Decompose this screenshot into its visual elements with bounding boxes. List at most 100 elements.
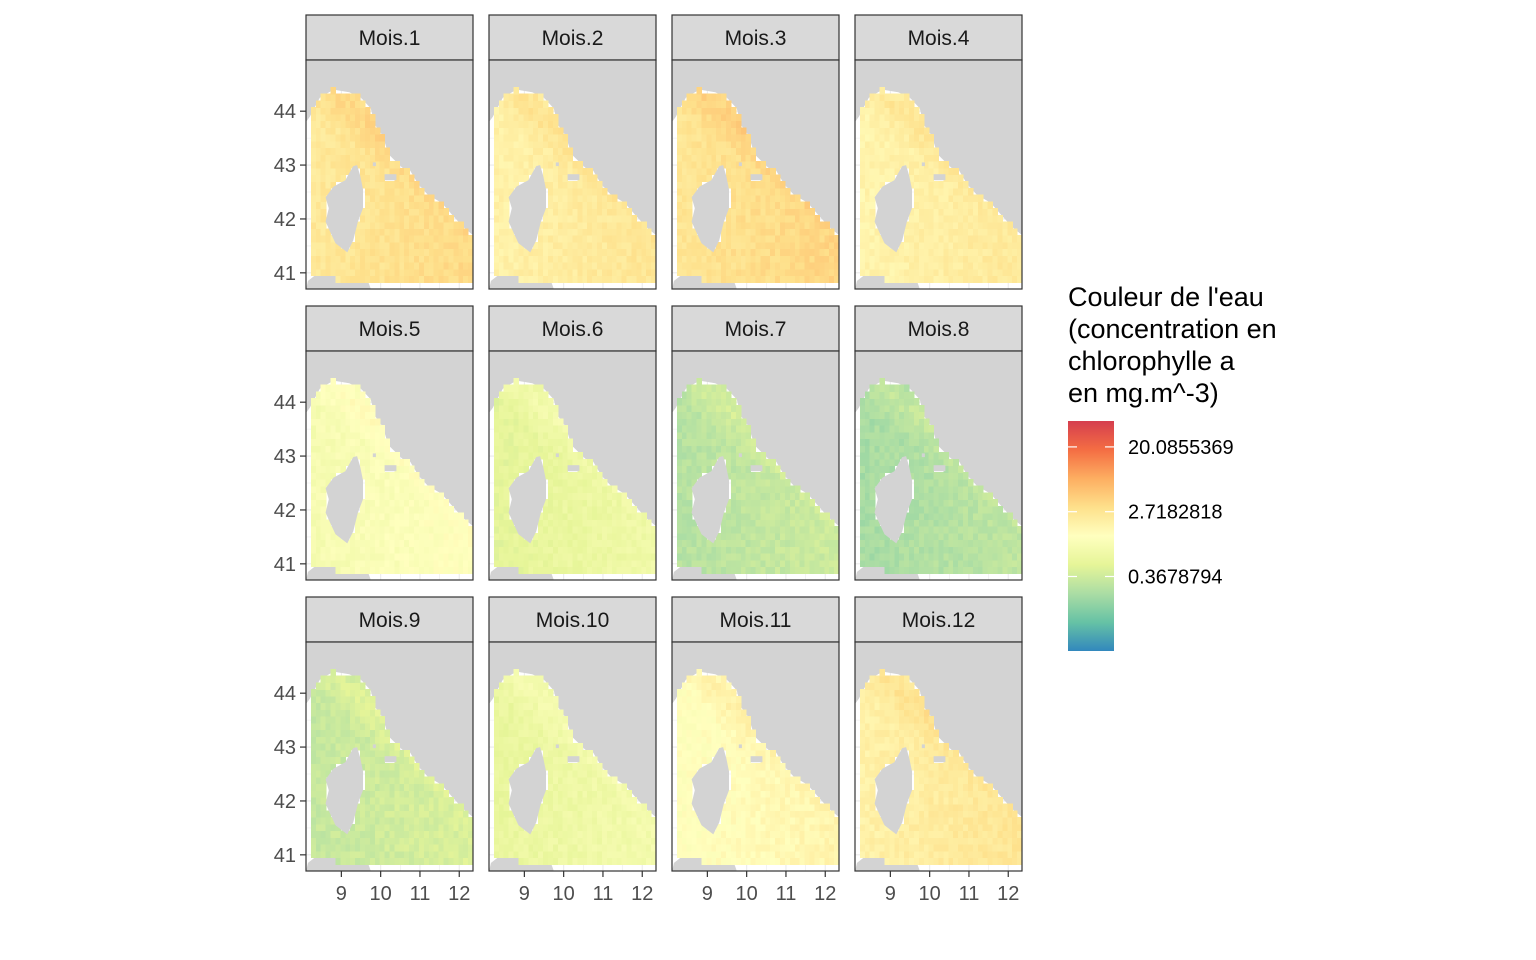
mainland-shape [855,642,1022,818]
panel-border [671,59,840,290]
facet-strip-label: Mois.7 [725,318,787,341]
corsica-shape [874,456,912,544]
coast-fragment-shape [648,642,656,661]
facet-strip-label: Mois.8 [908,318,970,341]
capraia-shape [555,162,559,167]
x-tick-label: 11 [776,883,797,905]
mainland-shape [489,642,656,818]
corsica-shape [691,747,729,835]
map-panel [488,641,657,872]
chlorophyll-raster [859,377,1023,574]
elba-shape [750,174,763,181]
panel-border [488,350,657,581]
facet-strip [854,305,1023,352]
x-tick-label: 10 [553,883,575,905]
legend-label: 20.0855369 [1128,437,1234,459]
map-panel [671,350,840,581]
capraia-shape [738,453,742,458]
facet-mois-5: Mois.5 41 42 43 44 [274,305,474,581]
corsica-shape [508,747,546,835]
chlorophyll-raster [859,668,1023,865]
coast-fragment-shape [648,351,656,370]
corsica-shape [325,747,363,835]
x-tick-label: 12 [448,883,470,905]
capraia-shape [921,453,925,458]
coast-fragment-shape [831,351,839,370]
coast-fragment-shape [1014,351,1022,370]
corsica-shape [508,456,546,544]
capraia-shape [921,744,925,749]
x-tick-label: 9 [702,883,713,905]
mainland-shape [489,60,656,236]
facet-mois-9: Mois.9 41 42 43 44 9 10 11 12 [274,596,474,905]
capraia-shape [921,162,925,167]
facet-mois-4: Mois.4 [854,14,1023,290]
chlorophyll-raster [676,377,840,574]
x-tick-label: 10 [736,883,758,905]
chlorophyll-raster [493,377,657,574]
mainland-shape [306,351,473,527]
x-tick-label: 12 [631,883,653,905]
coast-fragment-shape [1014,642,1022,661]
corsica-shape [325,165,363,253]
panel-border [488,59,657,290]
y-tick-label: 44 [274,392,296,414]
capraia-shape [738,744,742,749]
facet-strip [305,305,474,352]
facet-strip-label: Mois.1 [359,27,421,50]
facet-strip-label: Mois.10 [536,609,610,632]
chlorophyll-raster [676,668,840,865]
facet-mois-7: Mois.7 [671,305,840,581]
facet-mois-10: Mois.10 9 10 11 12 [488,596,657,905]
map-panel [305,350,474,581]
y-tick-label: 41 [274,554,296,576]
facet-mois-11: Mois.11 9 10 11 12 [671,596,840,905]
elba-shape [384,465,397,472]
facet-mois-8: Mois.8 [854,305,1023,581]
map-panel [671,59,840,290]
facet-mois-12: Mois.12 9 10 11 12 [854,596,1023,905]
color-legend: 20.0855369 2.7182818 0.3678794 [1068,421,1234,651]
panel-border [854,641,1023,872]
capraia-shape [372,744,376,749]
elba-shape [567,174,580,181]
legend-label: 2.7182818 [1128,502,1223,524]
facet-strip-label: Mois.6 [542,318,604,341]
x-tick-label: 10 [370,883,392,905]
capraia-shape [738,162,742,167]
elba-shape [933,174,946,181]
mainland-shape [672,642,839,818]
panel-border [854,59,1023,290]
y-tick-label: 41 [274,263,296,285]
x-tick-label: 9 [336,883,347,905]
x-tick-label: 11 [593,883,614,905]
y-tick-label: 43 [274,737,296,759]
mainland-shape [306,642,473,818]
corsica-shape [508,165,546,253]
elba-shape [933,465,946,472]
chlorophyll-raster [310,668,474,865]
mainland-shape [855,60,1022,236]
x-tick-label: 9 [885,883,896,905]
facet-strip [488,305,657,352]
facet-mois-6: Mois.6 [488,305,657,581]
elba-shape [567,756,580,763]
legend-label: 0.3678794 [1128,566,1223,588]
coast-fragment-shape [465,60,473,79]
corsica-shape [874,747,912,835]
y-tick-label: 44 [274,101,296,123]
corsica-shape [325,456,363,544]
y-tick-label: 44 [274,683,296,705]
chlorophyll-raster [859,86,1023,283]
x-tick-label: 10 [919,883,941,905]
x-tick-label: 11 [410,883,431,905]
mainland-shape [672,351,839,527]
map-panel [671,641,840,872]
facet-strip-label: Mois.9 [359,609,421,632]
y-tick-label: 43 [274,446,296,468]
legend-title: Couleur de l'eau (concentration en chlor… [1068,282,1277,408]
legend-colorbar [1068,421,1114,651]
chlorophyll-raster [676,86,840,283]
mainland-shape [672,60,839,236]
